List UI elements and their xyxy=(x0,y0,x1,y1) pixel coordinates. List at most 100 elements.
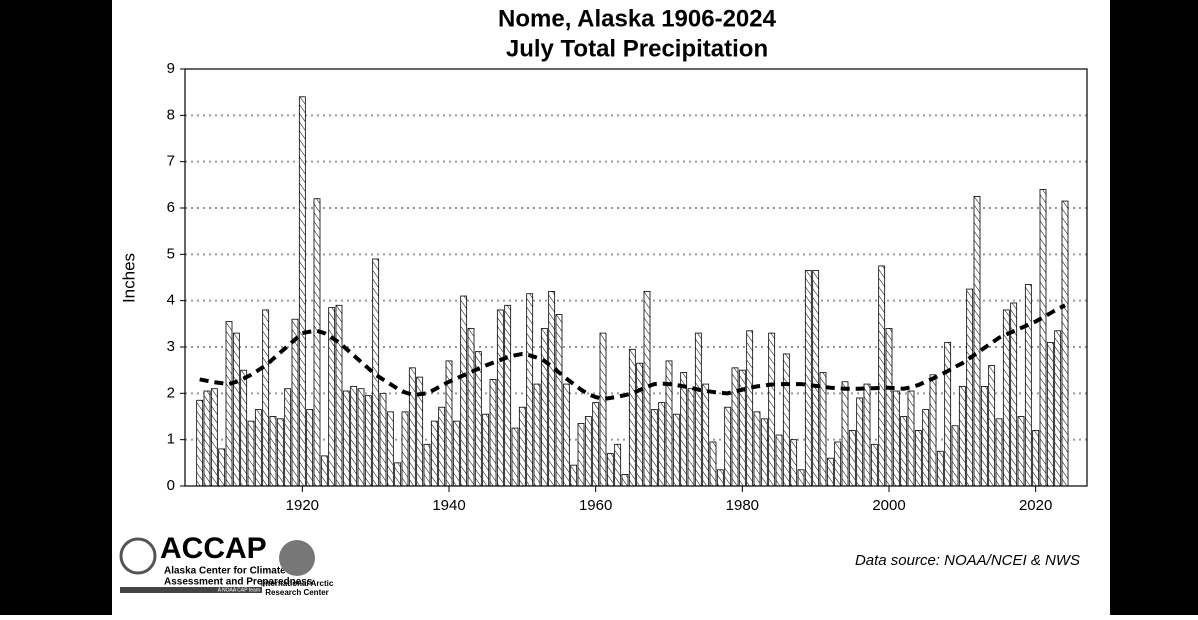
bar xyxy=(1032,429,1040,487)
bar xyxy=(885,328,893,487)
y-axis-label: Inches xyxy=(119,253,138,303)
bar xyxy=(929,374,937,487)
y-tick-label: 5 xyxy=(167,245,175,262)
bar xyxy=(364,395,372,487)
bar xyxy=(900,416,908,487)
y-tick-label: 1 xyxy=(167,431,175,448)
bar xyxy=(562,383,570,487)
bar xyxy=(951,425,959,487)
bar xyxy=(496,309,504,487)
logo2-icon xyxy=(279,540,315,576)
bar xyxy=(848,429,856,487)
bar xyxy=(489,379,497,487)
bar xyxy=(650,409,658,487)
bar xyxy=(621,474,629,487)
bar xyxy=(922,409,930,487)
bar xyxy=(702,383,710,487)
bar xyxy=(863,383,871,487)
bar xyxy=(254,409,262,487)
bar xyxy=(408,367,416,487)
bar xyxy=(914,429,922,487)
bar xyxy=(1017,416,1025,487)
bar xyxy=(533,383,541,487)
bar xyxy=(335,304,343,487)
bar xyxy=(643,290,651,487)
bar xyxy=(225,321,233,487)
plot-frame xyxy=(184,68,1088,487)
bar xyxy=(342,390,350,487)
logo-tag: A NOAA CAP team xyxy=(218,587,260,593)
bar xyxy=(819,372,827,487)
bar xyxy=(438,406,446,487)
bar xyxy=(628,348,636,487)
bar xyxy=(555,314,563,487)
logo-text: Assessment and Preparedness xyxy=(164,577,313,588)
bar xyxy=(731,367,739,487)
x-tick-label: 1940 xyxy=(432,497,465,514)
bar xyxy=(687,388,695,487)
bar xyxy=(262,309,270,487)
y-tick-label: 0 xyxy=(167,477,175,494)
logo-bar xyxy=(120,587,262,593)
bar xyxy=(467,328,475,487)
bar xyxy=(892,390,900,487)
bar xyxy=(350,385,358,487)
logo2-text: International Arctic xyxy=(261,579,334,588)
bar xyxy=(320,455,328,487)
bar xyxy=(694,332,702,487)
bar xyxy=(768,332,776,487)
bar xyxy=(423,443,431,487)
bar xyxy=(540,328,548,487)
bar xyxy=(526,293,534,487)
bar xyxy=(394,462,402,487)
bar xyxy=(988,365,996,487)
bar xyxy=(907,390,915,487)
side-band xyxy=(0,0,112,615)
bar xyxy=(724,406,732,487)
x-tick-label: 1920 xyxy=(286,497,319,514)
bar xyxy=(826,457,834,487)
bar xyxy=(240,369,248,487)
bar xyxy=(203,390,211,487)
bar xyxy=(482,413,490,487)
bar xyxy=(746,330,754,487)
bar xyxy=(460,295,468,487)
bar xyxy=(401,411,409,487)
bar xyxy=(218,448,226,487)
bar xyxy=(357,388,365,487)
y-tick-label: 4 xyxy=(167,292,175,309)
bar xyxy=(313,198,321,487)
logo: ACCAP Alaska Center for Climate Assessme… xyxy=(119,532,334,597)
bar xyxy=(1024,284,1032,487)
bar xyxy=(834,441,842,487)
bar xyxy=(636,362,644,487)
bar xyxy=(1039,189,1047,487)
bar xyxy=(775,434,783,487)
bar xyxy=(980,385,988,487)
bar xyxy=(379,392,387,487)
bar xyxy=(276,418,284,487)
logo-text: Alaska Center for Climate xyxy=(164,566,286,577)
bar xyxy=(269,416,277,487)
x-tick-label: 2020 xyxy=(1019,497,1052,514)
bar xyxy=(548,290,556,487)
bar xyxy=(592,402,600,487)
chart-subtitle: July Total Precipitation xyxy=(506,35,768,62)
bar xyxy=(878,265,886,487)
bar xyxy=(966,288,974,487)
y-tick-label: 8 xyxy=(167,106,175,123)
bar xyxy=(753,411,761,487)
bar xyxy=(672,413,680,487)
x-tick-label: 2000 xyxy=(872,497,905,514)
bar xyxy=(291,318,299,487)
bar xyxy=(584,416,592,487)
y-tick-label: 7 xyxy=(167,153,175,170)
bar xyxy=(973,196,981,487)
x-tick-label: 1960 xyxy=(579,497,612,514)
logo-icon xyxy=(119,537,157,575)
bar xyxy=(944,341,952,487)
bar xyxy=(306,409,314,487)
bar xyxy=(812,270,820,487)
y-tick-label: 9 xyxy=(167,60,175,77)
bar xyxy=(614,443,622,487)
